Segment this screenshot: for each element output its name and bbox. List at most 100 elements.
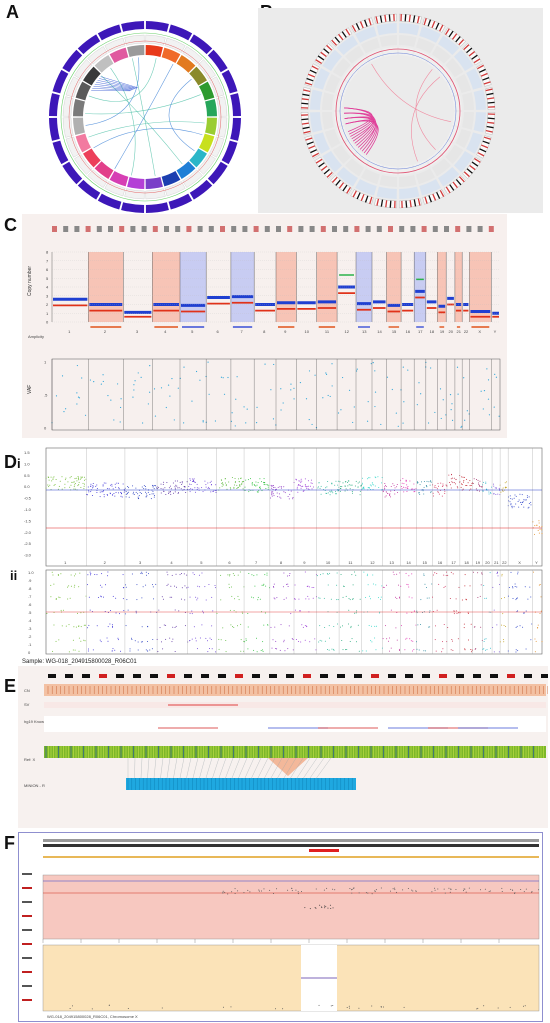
circos-a-link-5 <box>88 57 157 102</box>
d-logr-pt-18-6 <box>469 485 471 487</box>
e-ruler-6 <box>150 674 158 678</box>
circos-plot-a <box>40 12 250 222</box>
e-ruler-17 <box>337 674 345 678</box>
d-logr-pt-4-44 <box>174 480 176 482</box>
c-vaf-point-3-9 <box>147 403 149 405</box>
d-baf-pt-12-22 <box>367 573 369 575</box>
circos-b-band-2-4 <box>439 24 444 32</box>
d-logr-pt-14-25 <box>407 487 409 489</box>
d-logr-pt-4-15 <box>178 487 180 489</box>
d-baf-pt-13-3 <box>398 596 400 598</box>
d-baf-pt-1-3 <box>55 599 57 601</box>
circos-b-band-4-0 <box>463 44 470 50</box>
d-logr-pt-2-20 <box>90 491 92 493</box>
d-logr-pt-5-34 <box>194 487 196 489</box>
d-baf-pt-7-31 <box>267 624 269 626</box>
f-logr-pt-13 <box>276 888 278 890</box>
d-logr-pt-11-32 <box>351 492 353 494</box>
c-ytick-8: 8 <box>46 250 49 255</box>
d-logr-pt-14-10 <box>402 486 404 488</box>
circos-b-track2-3 <box>431 45 451 64</box>
c-vaf-point-4-5 <box>160 387 163 389</box>
d-logr-pt-19-13 <box>479 480 481 482</box>
d-baf-pt-X-27 <box>525 648 527 650</box>
d-logr-pt-6-40 <box>236 487 238 489</box>
d-logr-pt-1-41 <box>49 484 51 486</box>
d-logr-pt-8-21 <box>290 490 292 492</box>
c-bg-19 <box>437 252 447 322</box>
d-baf-pt-16-18 <box>436 573 438 575</box>
d-logr-pt-10-10 <box>335 493 337 495</box>
d-logr-pt-5-36 <box>188 486 190 488</box>
d-baf-pt-17-7 <box>451 640 453 642</box>
d-logr-pt-10-12 <box>327 481 329 483</box>
d-logr-pt-14-4 <box>407 486 409 488</box>
circos-a-mid-seg-7 <box>216 117 228 138</box>
d-logr-pt-7-11 <box>268 484 270 486</box>
d-logr-tick-0: 1.5 <box>24 450 30 455</box>
d-baf-pt-10-30 <box>326 649 328 651</box>
c-chrom-label-18: 18 <box>430 329 435 334</box>
f-logr-pt-88 <box>488 890 490 892</box>
circos-b-band-4-1 <box>466 47 473 54</box>
f-logr-pt-63 <box>349 888 351 890</box>
d-baf-pt-12-2 <box>363 571 365 573</box>
d-logr-pt-13-26 <box>384 482 386 484</box>
c-vaf-point-8-3 <box>273 363 275 366</box>
d-baf-pt-8-5 <box>271 647 273 649</box>
d-logr-pt-3-27 <box>141 486 143 488</box>
d-logr-pt-9-22 <box>306 487 308 489</box>
d-baf-pt-2-50 <box>87 574 89 576</box>
d-baf-pt-X-3 <box>522 626 524 628</box>
circos-b-band-19-4 <box>303 89 311 93</box>
d-logr-pt-12-15 <box>375 477 377 479</box>
c-vaf-point-13-2 <box>366 420 369 422</box>
d-baf-pt-7-1 <box>245 639 247 641</box>
d-logr-pt-7-10 <box>258 490 260 492</box>
d-baf-pt-5-33 <box>214 584 216 586</box>
d-baf-pt-8-6 <box>285 597 287 599</box>
e-align-line-1 <box>134 757 136 779</box>
d-baf-pt-8-31 <box>273 586 275 588</box>
d-logr-pt-8-8 <box>277 486 279 488</box>
e-sv-track <box>44 702 546 708</box>
f-logr-pt-42 <box>480 889 482 891</box>
d-baf-pt-Y-6 <box>539 583 541 585</box>
c-vaf-point-X-3 <box>480 390 482 392</box>
d-logr-pt-X-30 <box>530 504 532 506</box>
d-baf-pt-4-10 <box>171 574 173 576</box>
d-baf-pt-16-2 <box>434 639 436 641</box>
d-baf-pt-10-26 <box>316 575 318 577</box>
d-logr-pt-14-19 <box>406 484 408 486</box>
d-baf-pt-4-25 <box>167 583 169 585</box>
d-baf-pt-Y-7 <box>540 610 542 612</box>
c-vaf-point-7-7 <box>246 408 248 410</box>
c-ytick-7: 7 <box>46 258 49 263</box>
f-logr-pt-73 <box>463 888 465 890</box>
d-baf-pt-2-7 <box>122 574 124 576</box>
d-baf-pt-20-3 <box>484 597 486 599</box>
d-baf-pt-3-39 <box>131 573 133 575</box>
c-ideogram-14 <box>208 226 214 232</box>
d-logr-pt-10-2 <box>335 493 337 495</box>
d-baf-pt-5-27 <box>189 640 191 642</box>
circos-a-link-0 <box>93 127 203 149</box>
d-logr-pt-4-25 <box>183 486 185 488</box>
d-logr-pt-17-14 <box>451 474 453 476</box>
d-baf-pt-11-11 <box>348 598 350 600</box>
d-baf-pt-20-8 <box>490 647 492 649</box>
d-logr-pt-4-11 <box>174 487 176 489</box>
d-logr-pt-11-33 <box>350 484 352 486</box>
circos-b-ideogram-14 <box>350 189 374 205</box>
d-logr-pt-7-38 <box>260 488 262 490</box>
d-logr-pt-14-17 <box>413 483 415 485</box>
c-vaf-point-5-5 <box>202 420 204 422</box>
d-baf-pt-10-17 <box>329 572 331 574</box>
d-baf-pt-6-0 <box>222 627 224 629</box>
d-logr-pt-6-14 <box>237 478 239 480</box>
d-logr-pt-8-0 <box>287 495 289 497</box>
d-logr-pt-3-18 <box>153 488 155 490</box>
d-logr-pt-18-11 <box>463 480 465 482</box>
c-ideogram-13 <box>197 226 203 232</box>
c-vaf-point-12-0 <box>340 409 342 411</box>
